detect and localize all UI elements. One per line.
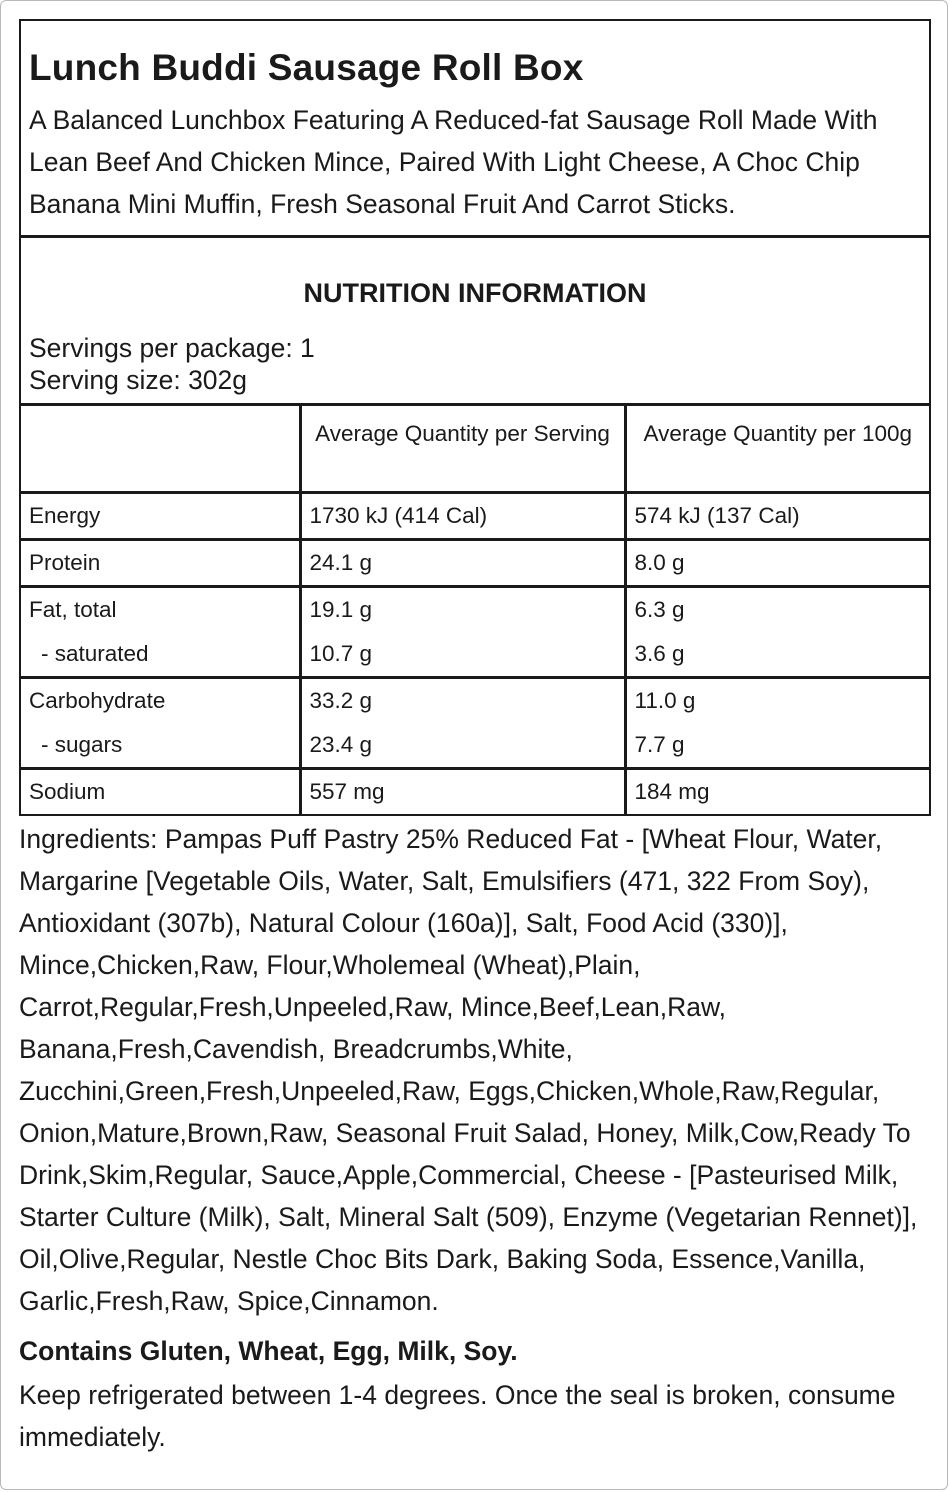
- per-100g-value: 11.0 g: [634, 688, 696, 713]
- table-row: Energy 1730 kJ (414 Cal) 574 kJ (137 Cal…: [21, 491, 929, 541]
- per-serving-value: 557 mg: [309, 779, 385, 804]
- per-100g-value: 7.7 g: [634, 732, 685, 757]
- servings-per-package: Servings per package: 1: [29, 333, 315, 363]
- ingredients-text: Ingredients: Pampas Puff Pastry 25% Redu…: [19, 824, 918, 1316]
- per-100g-value: 574 kJ (137 Cal): [634, 503, 800, 528]
- header-empty: [21, 403, 302, 494]
- header-per-100g: Average Quantity per 100g: [623, 403, 929, 494]
- product-header: Lunch Buddi Sausage Roll Box A Balanced …: [21, 21, 929, 238]
- table-header-row: Average Quantity per Serving Average Qua…: [21, 403, 929, 494]
- nutrition-table: Average Quantity per Serving Average Qua…: [21, 403, 929, 814]
- per-serving-value: 19.1 g: [309, 597, 373, 622]
- nutrient-name: Energy: [29, 503, 101, 528]
- nutrient-name: Protein: [29, 550, 101, 575]
- per-100g-value: 3.6 g: [634, 641, 685, 666]
- table-row: Protein 24.1 g 8.0 g: [21, 538, 929, 588]
- per-100g-value: 8.0 g: [634, 550, 685, 575]
- table-row: Carbohydrate - sugars 33.2 g 23.4 g 11.0…: [21, 676, 929, 770]
- nutrition-heading: NUTRITION INFORMATION: [303, 278, 647, 308]
- per-serving-value: 23.4 g: [309, 732, 373, 757]
- storage-instructions: Keep refrigerated between 1-4 degrees. O…: [19, 1380, 896, 1452]
- table-row: Fat, total - saturated 19.1 g 10.7 g 6.3…: [21, 585, 929, 679]
- per-100g-value: 6.3 g: [634, 597, 685, 622]
- nutrient-subname: - sugars: [41, 732, 123, 757]
- per-serving-value: 1730 kJ (414 Cal): [309, 503, 488, 528]
- nutrient-subname: - saturated: [41, 641, 149, 666]
- per-serving-value: 10.7 g: [309, 641, 373, 666]
- header-per-serving: Average Quantity per Serving: [298, 403, 627, 494]
- nutrient-name: Fat, total: [29, 597, 117, 622]
- per-100g-value: 184 mg: [634, 779, 710, 804]
- servings-info: Servings per package: 1 Serving size: 30…: [21, 296, 929, 403]
- nutrition-label: Lunch Buddi Sausage Roll Box A Balanced …: [19, 19, 931, 816]
- table-row: Sodium 557 mg 184 mg: [21, 767, 929, 814]
- allergens-statement: Contains Gluten, Wheat, Egg, Milk, Soy.: [19, 1336, 518, 1366]
- nutrient-name: Carbohydrate: [29, 688, 166, 713]
- serving-size: Serving size: 302g: [29, 365, 248, 395]
- per-serving-value: 33.2 g: [309, 688, 373, 713]
- nutrient-name: Sodium: [29, 779, 106, 804]
- product-description: A Balanced Lunchbox Featuring A Reduced-…: [29, 105, 878, 219]
- product-title: Lunch Buddi Sausage Roll Box: [29, 47, 584, 88]
- per-serving-value: 24.1 g: [309, 550, 373, 575]
